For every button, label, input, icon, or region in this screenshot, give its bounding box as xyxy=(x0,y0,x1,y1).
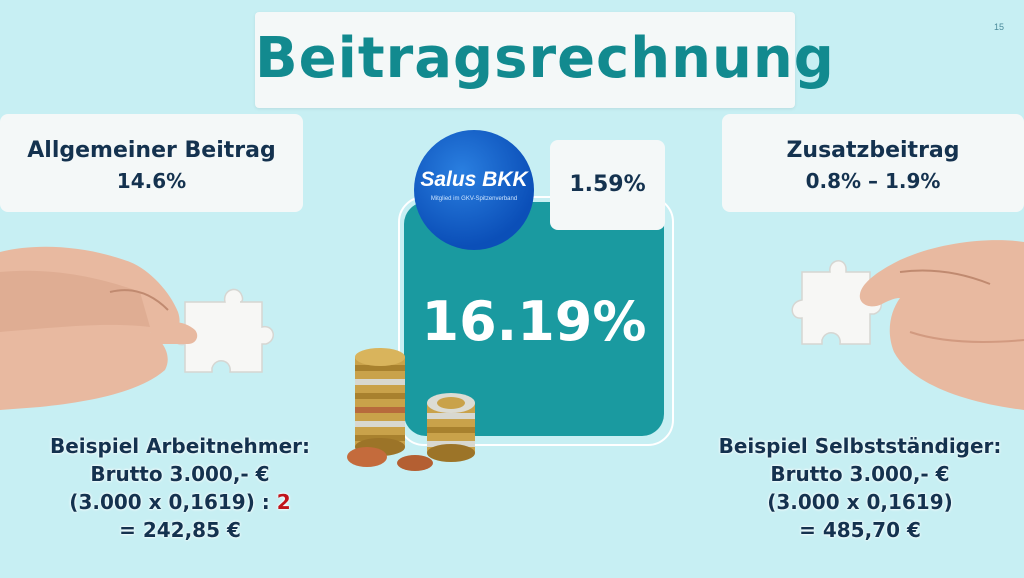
page-number: 15 xyxy=(993,22,1004,32)
general-contribution-value: 14.6% xyxy=(116,169,187,193)
additional-contribution-value: 0.8% – 1.9% xyxy=(805,169,941,193)
example-selfemployed-result: = 485,70 € xyxy=(799,518,921,542)
example-selfemployed-gross: Brutto 3.000,- € xyxy=(770,462,950,486)
title-box: Beitragsrechnung xyxy=(255,12,835,108)
example-selfemployed: Beispiel Selbstständiger: Brutto 3.000,-… xyxy=(710,432,1010,544)
salus-bkk-logo: Salus BKK Mitglied im GKV-Spitzenverband xyxy=(414,130,534,250)
insurer-rate-box: 1.59% xyxy=(550,140,665,230)
slide-title: Beitragsrechnung xyxy=(255,26,835,91)
left-hand-puzzle-image xyxy=(0,246,274,410)
insurer-rate-value: 1.59% xyxy=(569,172,646,197)
total-rate-value: 16.19% xyxy=(421,290,647,353)
example-employee-formula-line: (3.000 x 0,1619) : 2 xyxy=(30,488,330,516)
example-employee: Beispiel Arbeitnehmer: Brutto 3.000,- € … xyxy=(30,432,330,544)
puzzle-piece-icon xyxy=(791,260,882,345)
general-contribution-box: Allgemeiner Beitrag 14.6% xyxy=(0,114,303,212)
puzzle-piece-icon xyxy=(174,288,274,373)
logo-name: Salus BKK xyxy=(420,168,528,191)
total-rate-frame xyxy=(398,196,674,446)
example-employee-divisor: 2 xyxy=(276,490,291,514)
example-employee-formula: (3.000 x 0,1619) : xyxy=(69,490,270,514)
coins-image xyxy=(347,348,475,471)
example-employee-heading: Beispiel Arbeitnehmer: xyxy=(49,434,311,458)
additional-contribution-label: Zusatzbeitrag xyxy=(786,138,960,163)
logo-tagline: Mitglied im GKV-Spitzenverband xyxy=(430,196,518,202)
additional-contribution-box: Zusatzbeitrag 0.8% – 1.9% xyxy=(722,114,1024,212)
right-hand-puzzle-image xyxy=(791,240,1024,410)
example-selfemployed-heading: Beispiel Selbstständiger: xyxy=(718,434,1002,458)
example-employee-gross: Brutto 3.000,- € xyxy=(90,462,270,486)
example-employee-result: = 242,85 € xyxy=(119,518,241,542)
example-selfemployed-formula: (3.000 x 0,1619) xyxy=(767,490,953,514)
general-contribution-label: Allgemeiner Beitrag xyxy=(27,138,276,163)
